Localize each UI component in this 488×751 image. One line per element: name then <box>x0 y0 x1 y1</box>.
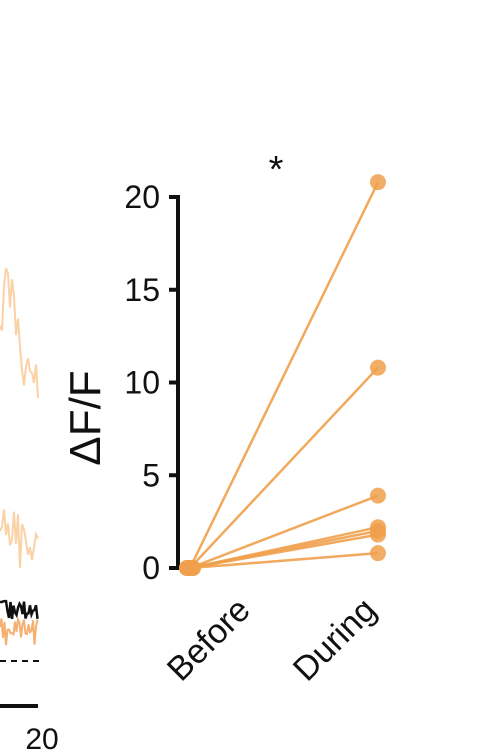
series-line <box>189 533 379 570</box>
category-label: Before <box>160 591 258 689</box>
trace-light-upper <box>0 267 39 399</box>
y-tick-label: 15 <box>124 272 160 308</box>
trace-dark <box>0 599 39 620</box>
series-line <box>189 551 379 570</box>
data-point <box>370 359 386 376</box>
left-panel-traces: 20 <box>0 267 59 751</box>
y-axis-label: ΔF/F <box>61 370 110 465</box>
data-point <box>370 526 386 543</box>
scale-bar-label: 20 <box>25 723 58 751</box>
y-tick-label: 10 <box>124 365 160 401</box>
paired-plot: 0 5 10 15 20 ΔF/F * Before During <box>61 149 386 689</box>
series-lines <box>188 181 380 570</box>
series-line <box>188 181 380 569</box>
data-point <box>179 560 195 576</box>
series-line <box>189 366 379 569</box>
data-point <box>370 545 386 562</box>
category-labels: Before During <box>160 591 384 689</box>
data-point <box>370 174 386 191</box>
y-tick-label: 5 <box>142 457 160 493</box>
y-tick-label: 20 <box>124 179 160 215</box>
significance-marker: * <box>269 149 284 191</box>
trace-mid <box>0 616 39 646</box>
y-tick-label: 0 <box>142 550 160 586</box>
series-line <box>189 494 379 570</box>
data-point <box>370 487 386 504</box>
y-ticks: 0 5 10 15 20 <box>124 179 178 586</box>
series-points <box>179 174 386 576</box>
trace-light-lower <box>0 509 39 568</box>
category-label: During <box>286 591 384 689</box>
